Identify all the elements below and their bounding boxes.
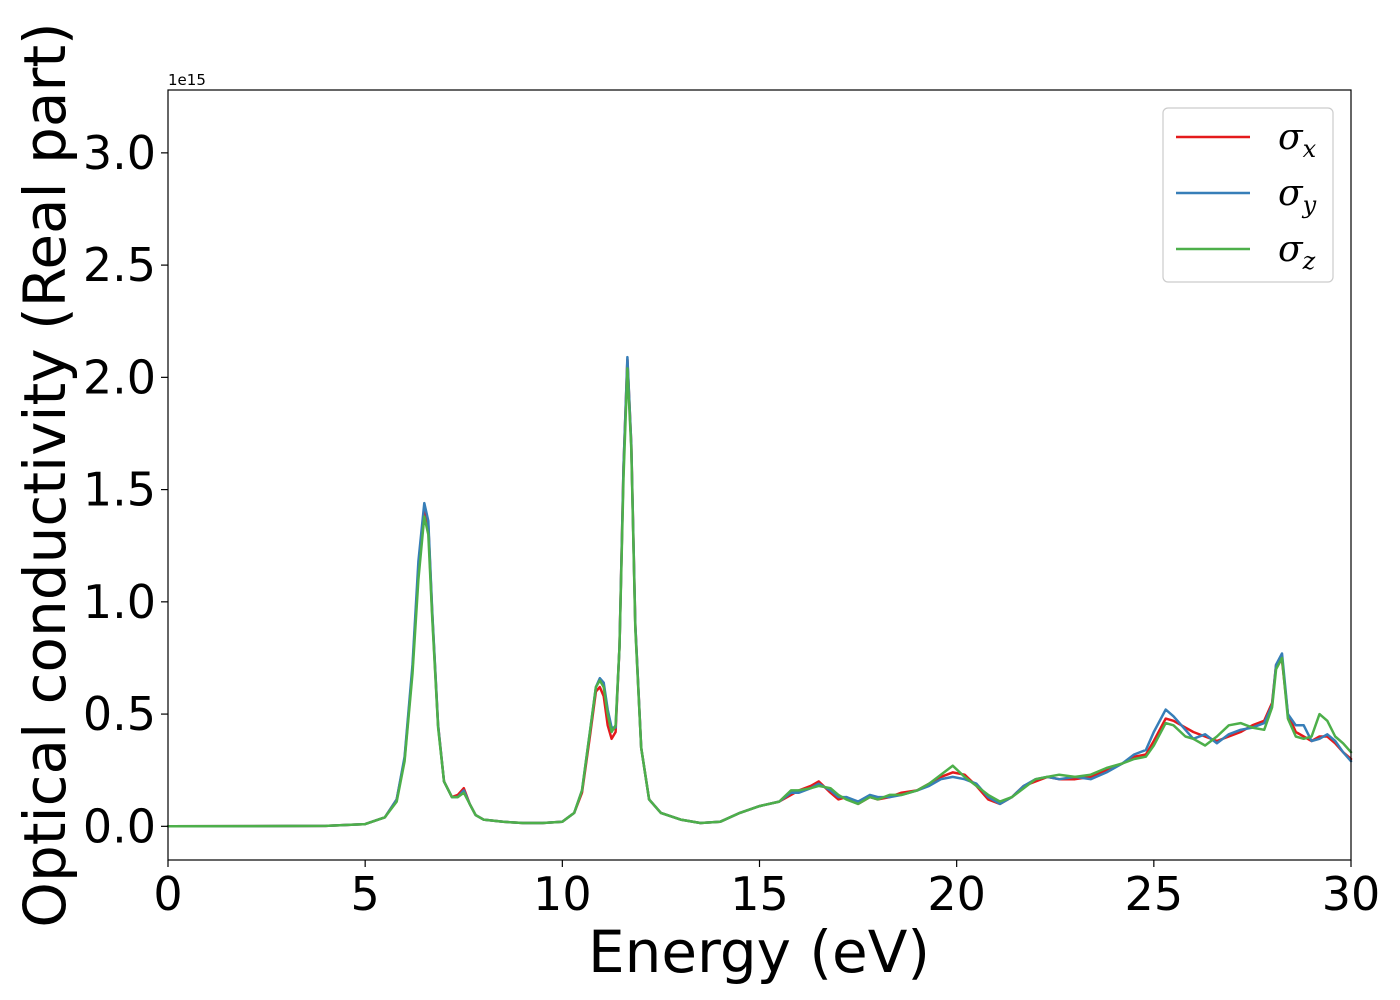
x-axis-ticks: 0 5 10 15 20 25 30 — [153, 860, 1380, 921]
y-tick-label: 2.0 — [83, 350, 156, 404]
y-tick-label: 1.5 — [83, 463, 156, 517]
y-tick-label: 0.5 — [83, 687, 156, 741]
x-tick-label: 5 — [351, 867, 380, 921]
x-tick-label: 0 — [153, 867, 182, 921]
x-tick-label: 10 — [533, 867, 592, 921]
legend-label-z: σz — [1278, 229, 1316, 275]
y-axis-ticks: 0.0 0.5 1.0 1.5 2.0 2.5 3.0 — [83, 126, 168, 853]
legend-label-y: σy — [1278, 173, 1317, 219]
y-axis-label: Optical conductivity (Real part) — [11, 22, 79, 927]
y-tick-label: 0.0 — [83, 799, 156, 853]
legend-label-x: σx — [1278, 117, 1317, 163]
legend: σx σy σz — [1162, 107, 1334, 283]
legend-box — [1162, 107, 1334, 283]
y-tick-label: 3.0 — [83, 126, 156, 180]
y-tick-label: 1.0 — [83, 575, 156, 629]
series-line-z — [166, 367, 1353, 828]
x-tick-label: 20 — [927, 867, 986, 921]
y-tick-label: 2.5 — [83, 238, 156, 292]
x-axis-label: Energy (eV) — [588, 918, 930, 986]
series-layer — [166, 355, 1353, 828]
x-tick-label: 30 — [1322, 867, 1381, 921]
y-offset-label: 1e15 — [168, 71, 206, 89]
x-tick-label: 25 — [1125, 867, 1184, 921]
x-tick-label: 15 — [730, 867, 789, 921]
